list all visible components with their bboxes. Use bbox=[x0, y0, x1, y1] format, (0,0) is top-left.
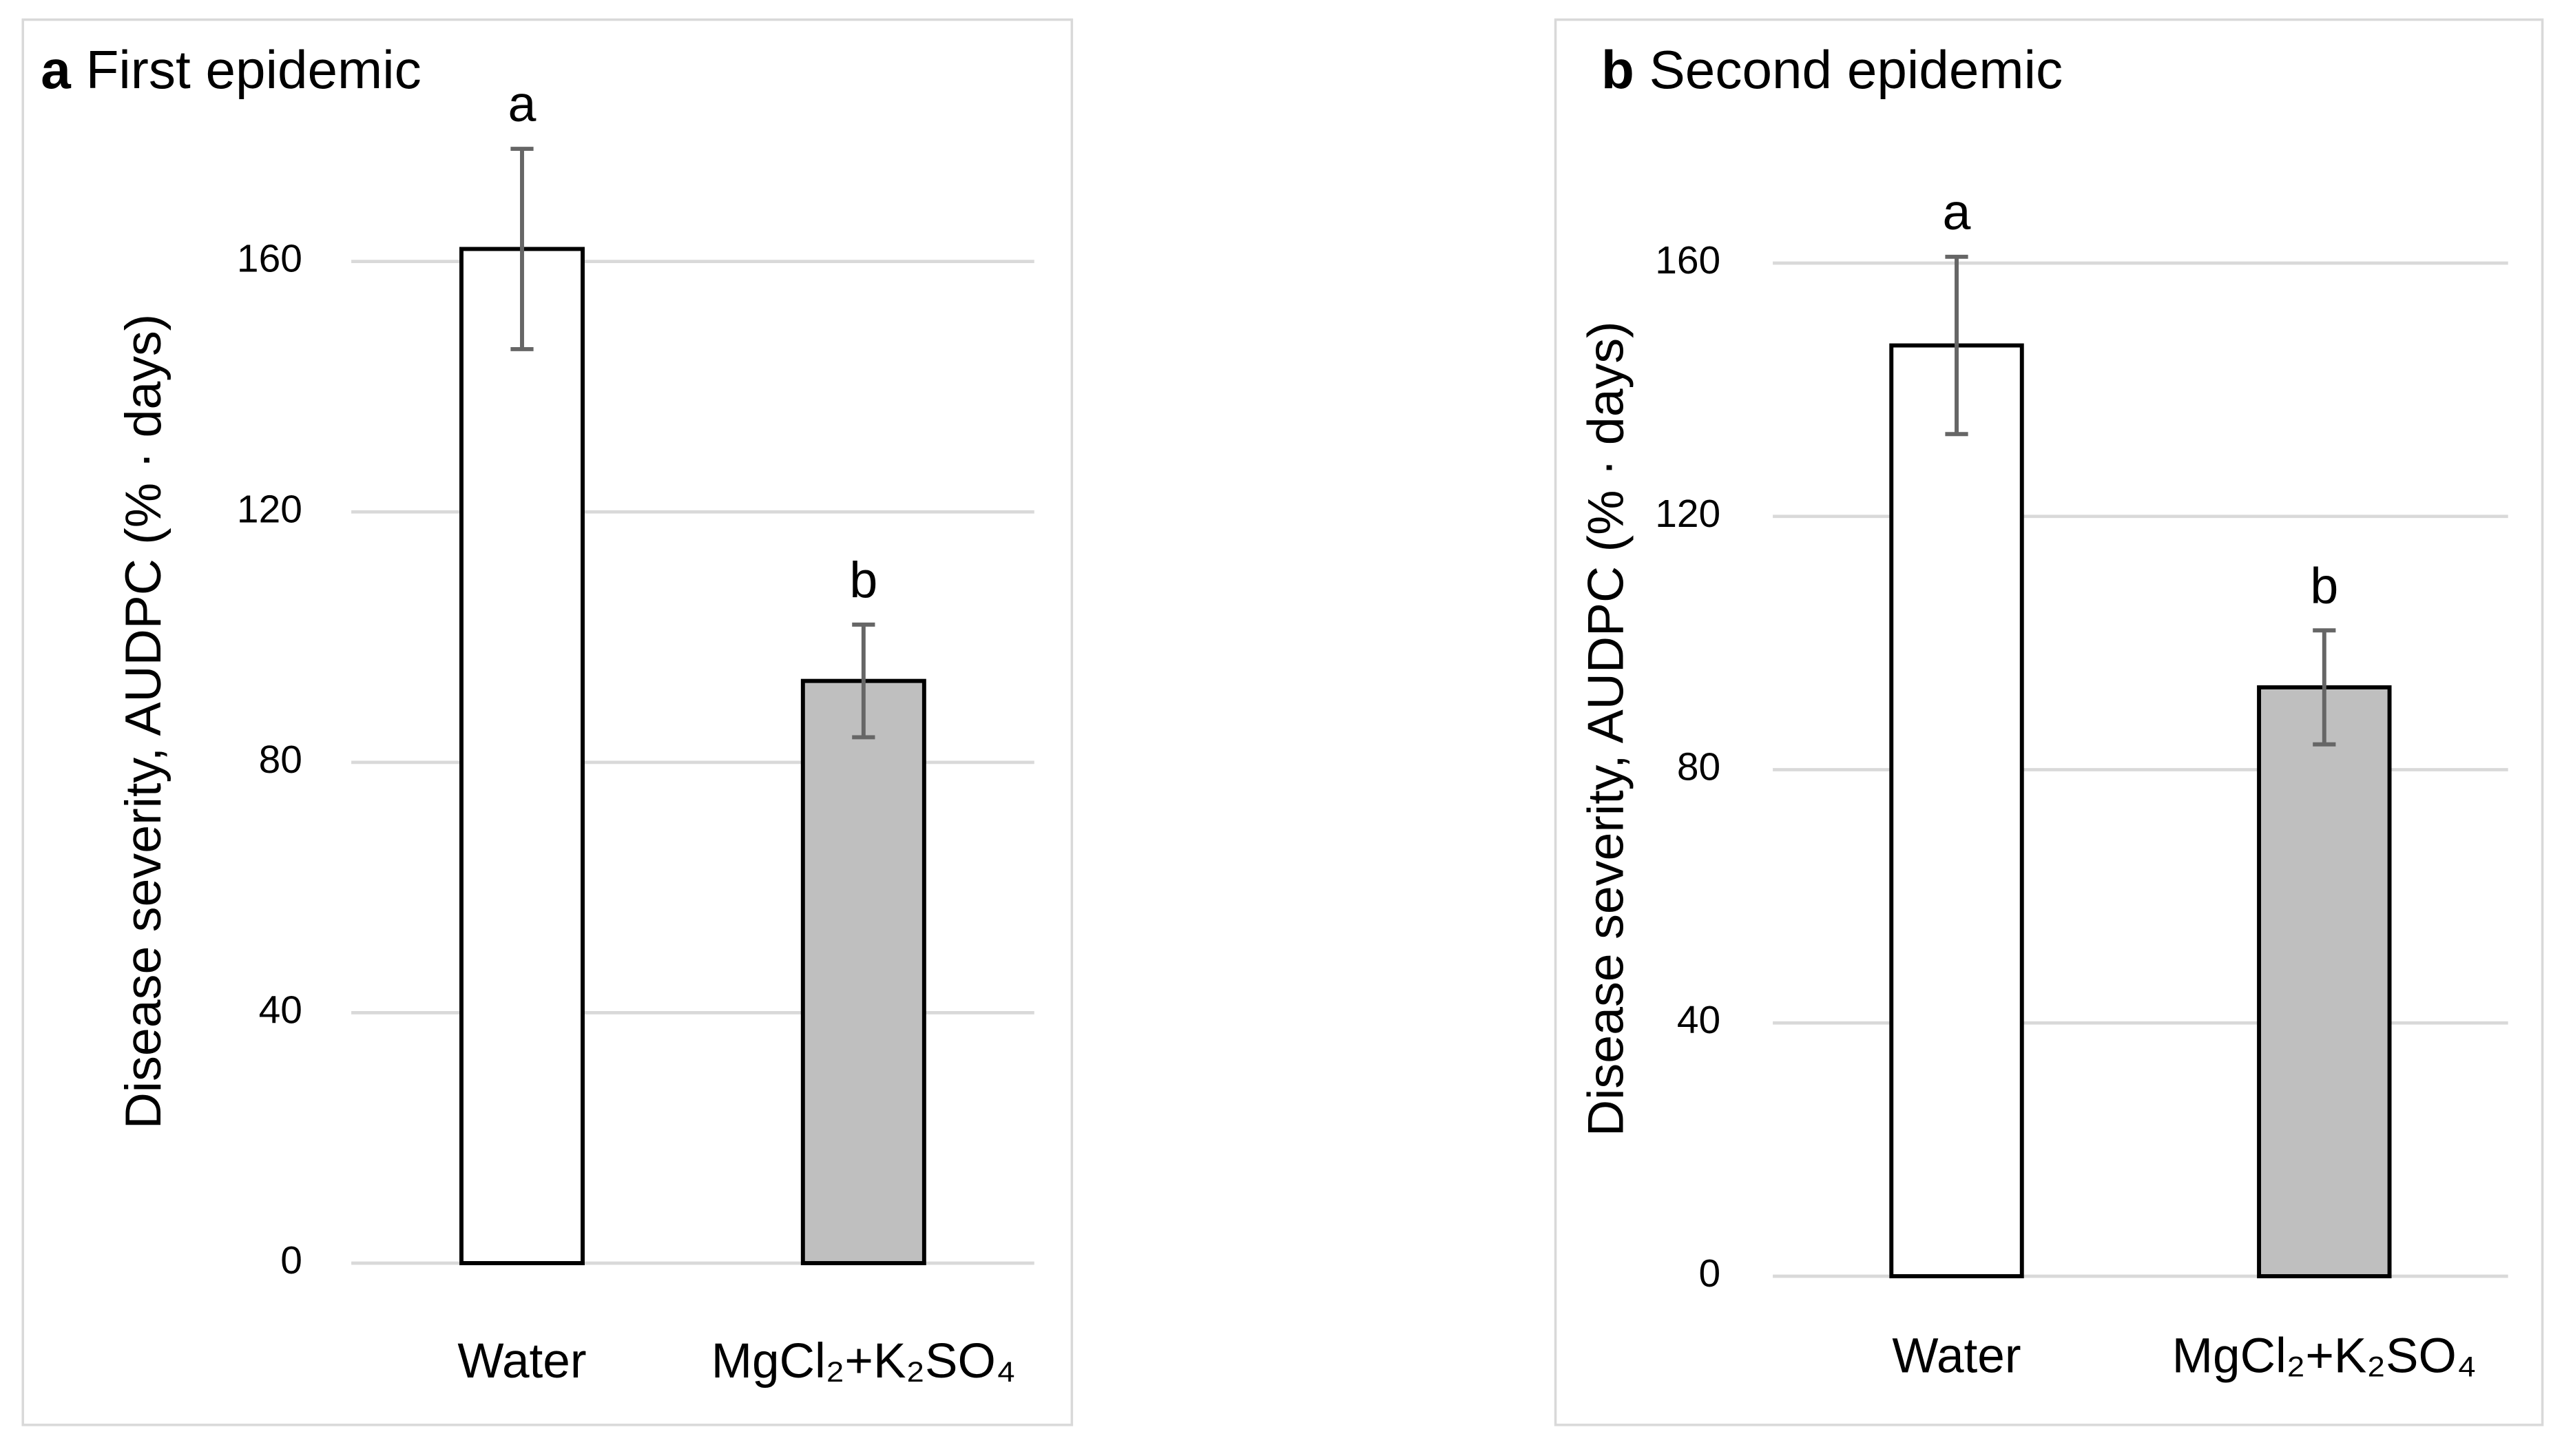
title-text: Second epidemic bbox=[1649, 39, 2063, 100]
panel-frame bbox=[21, 18, 1074, 1426]
x-tick-label: Water bbox=[1892, 1329, 2021, 1384]
x-tick-label: MgCl₂+K₂SO₄ bbox=[711, 1334, 1016, 1389]
y-axis-label: Disease severity, AUDPC (% · days) bbox=[114, 314, 171, 1130]
bar bbox=[2257, 685, 2392, 1278]
significance-letter: b bbox=[2310, 557, 2338, 614]
panel-frame bbox=[1554, 18, 2544, 1426]
y-tick-label: 0 bbox=[280, 1238, 302, 1282]
bar bbox=[459, 247, 585, 1265]
title-gap bbox=[1634, 39, 1649, 100]
title-text: First epidemic bbox=[86, 39, 421, 100]
chart-title: a First epidemic bbox=[41, 39, 421, 100]
chart-title: b Second epidemic bbox=[1601, 39, 2063, 100]
y-tick-label: 160 bbox=[1655, 238, 1720, 282]
panel-label: b bbox=[1601, 39, 1634, 100]
significance-letter: b bbox=[849, 551, 877, 608]
y-tick-label: 80 bbox=[259, 738, 302, 782]
y-tick-label: 40 bbox=[259, 988, 302, 1032]
x-tick-label: Water bbox=[457, 1334, 586, 1389]
y-tick-label: 120 bbox=[1655, 492, 1720, 536]
significance-letter: a bbox=[1943, 183, 1971, 240]
panel-label: a bbox=[41, 39, 72, 100]
x-tick-label: MgCl₂+K₂SO₄ bbox=[2172, 1329, 2477, 1384]
y-tick-label: 40 bbox=[1677, 998, 1720, 1042]
y-tick-label: 160 bbox=[237, 237, 302, 281]
significance-letter: a bbox=[508, 75, 537, 132]
bar bbox=[1889, 343, 2024, 1278]
y-tick-label: 0 bbox=[1699, 1251, 1721, 1296]
y-axis-label: Disease severity, AUDPC (% · days) bbox=[1576, 321, 1634, 1136]
bar bbox=[800, 678, 926, 1265]
y-tick-label: 120 bbox=[237, 487, 302, 531]
y-tick-label: 80 bbox=[1677, 745, 1720, 789]
title-gap bbox=[71, 39, 86, 100]
